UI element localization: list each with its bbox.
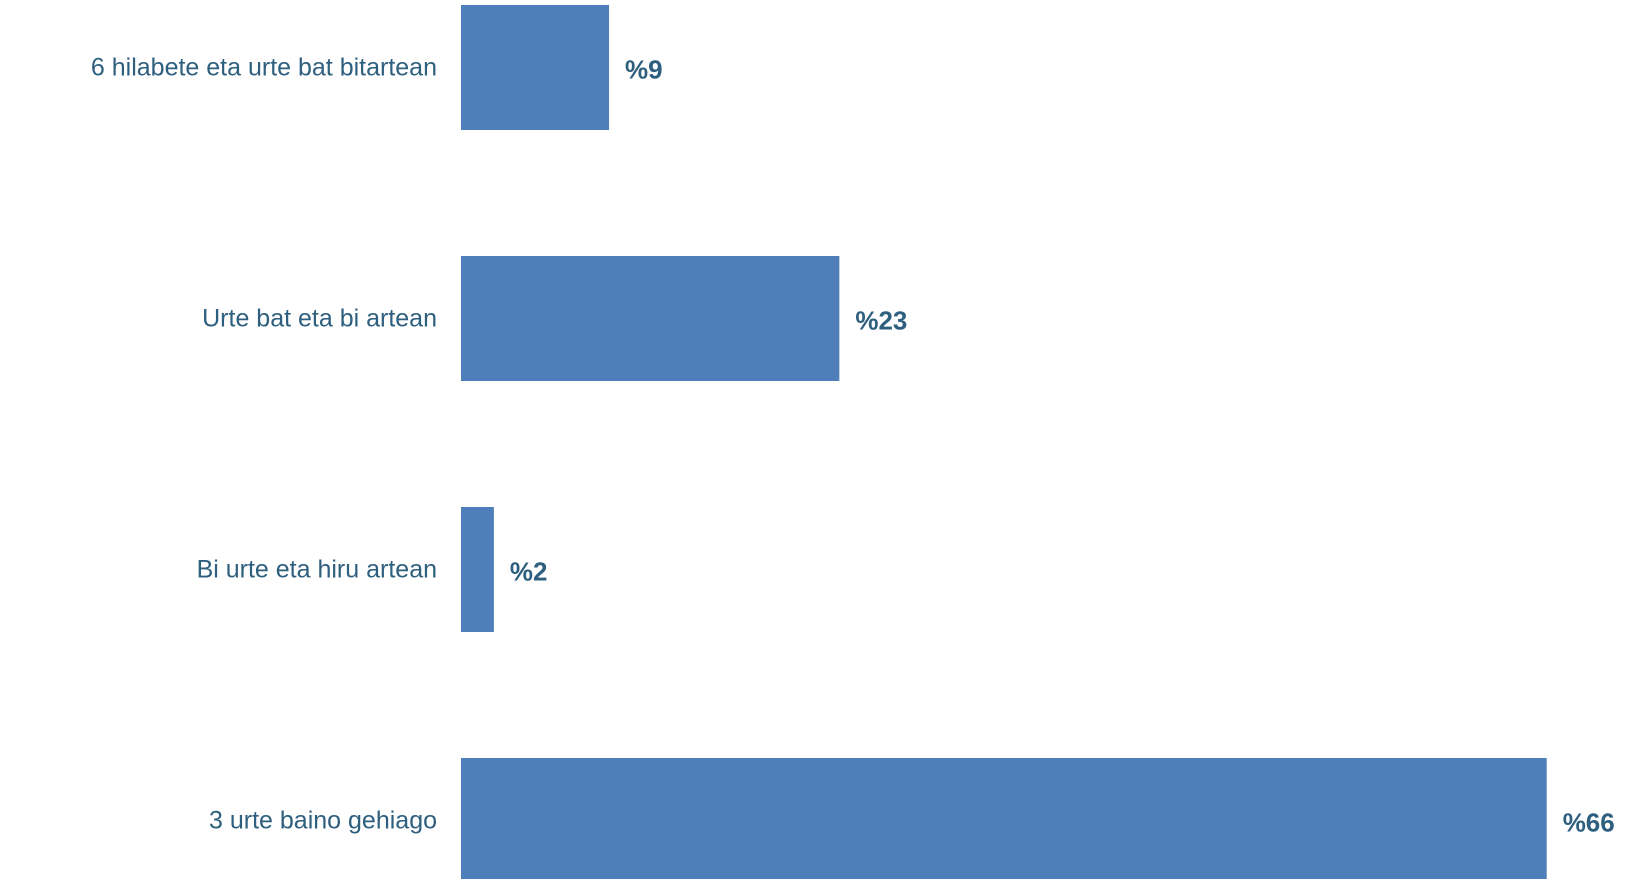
value-label-2: %23 [855,306,907,336]
value-label-3: %2 [510,557,548,587]
labels-layer: 6 hilabete eta urte bat bitartean %9 Urte … [91,54,1615,838]
bar-4 [461,758,1547,883]
bar-1 [461,5,610,130]
bar-2 [461,256,840,381]
bar-3 [461,507,494,632]
category-label-1: 6 hilabete eta urte bat bitartean [91,54,437,82]
value-label-4: %66 [1563,808,1615,838]
bars-layer [461,5,1547,883]
category-label-3: Bi urte eta hiru artean [197,556,437,584]
category-label-4: 3 urte baino gehiago [209,807,437,835]
category-label-2: Urte bat eta bi artean [202,305,437,333]
value-label-1: %9 [625,55,663,85]
